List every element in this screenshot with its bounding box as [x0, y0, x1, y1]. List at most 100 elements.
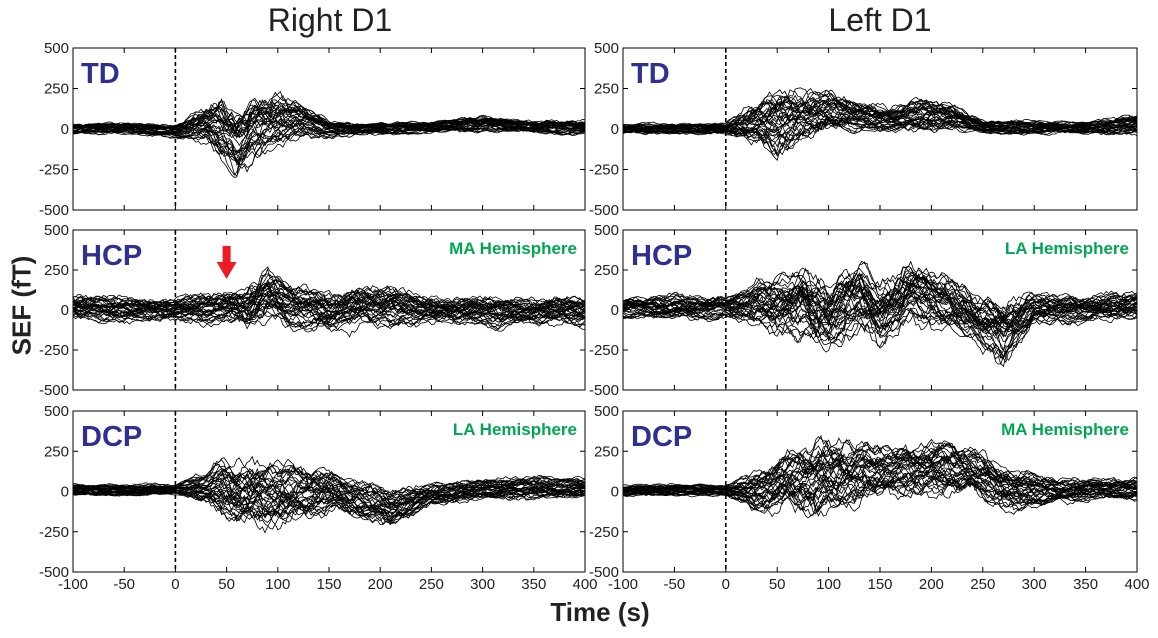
- column-title-right-d1: Right D1: [267, 2, 393, 38]
- y-tick-label: 500: [44, 40, 69, 57]
- sef-traces: [623, 87, 1137, 162]
- sef-trace: [73, 97, 585, 137]
- x-tick-label: 50: [218, 576, 235, 593]
- panel-td-right: 500 250 0 -250 -500 TD: [39, 40, 586, 219]
- sef-trace: [623, 439, 1137, 491]
- y-tick-label: -500: [39, 202, 69, 219]
- sef-trace: [623, 276, 1137, 331]
- x-tick-label: -100: [58, 576, 88, 593]
- sef-trace: [73, 310, 585, 333]
- y-tick-label: 500: [594, 40, 619, 57]
- group-label: DCP: [631, 421, 692, 453]
- sef-trace: [623, 95, 1137, 129]
- sef-trace: [623, 308, 1137, 368]
- y-tick-label: -500: [589, 564, 619, 581]
- y-tick-label: 0: [61, 121, 69, 138]
- x-tick-label: 350: [1073, 576, 1098, 593]
- y-tick-label: -250: [589, 524, 619, 541]
- x-tick-label: 150: [867, 576, 892, 593]
- y-tick-label: 0: [611, 302, 619, 319]
- group-label: HCP: [631, 240, 692, 272]
- y-tick-label: -500: [39, 564, 69, 581]
- x-tick-label: 50: [769, 576, 786, 593]
- hemisphere-label: MA Hemisphere: [449, 239, 577, 258]
- sef-trace: [623, 455, 1137, 497]
- y-tick-label: -250: [589, 342, 619, 359]
- y-tick-label: 250: [44, 443, 69, 460]
- sef-trace: [73, 489, 585, 524]
- sef-traces: [623, 260, 1137, 368]
- sef-traces: [73, 90, 585, 178]
- sef-trace: [623, 87, 1137, 128]
- sef-trace: [623, 439, 1137, 490]
- x-tick-label: 150: [316, 576, 341, 593]
- x-tick-label: 250: [970, 576, 995, 593]
- x-tick-label: 200: [919, 576, 944, 593]
- sef-trace: [623, 470, 1137, 519]
- y-tick-label: -250: [39, 524, 69, 541]
- sef-trace: [73, 459, 585, 499]
- y-tick-label: -250: [39, 342, 69, 359]
- sef-trace: [73, 126, 585, 168]
- y-tick-label: -500: [39, 382, 69, 399]
- group-label: HCP: [81, 240, 142, 272]
- sef-trace: [73, 473, 585, 509]
- sef-trace: [623, 117, 1137, 149]
- sef-trace: [73, 101, 585, 129]
- sef-trace: [73, 477, 585, 507]
- x-tick-label: 400: [1124, 576, 1149, 593]
- sef-trace: [73, 298, 585, 327]
- x-tick-label: 0: [171, 576, 179, 593]
- hemisphere-label: MA Hemisphere: [1001, 420, 1129, 439]
- y-tick-label: 0: [611, 121, 619, 138]
- x-tick-label: 100: [816, 576, 841, 593]
- sef-trace: [623, 296, 1137, 355]
- sef-trace: [623, 265, 1137, 321]
- y-tick-label: -250: [39, 162, 69, 179]
- y-tick-label: 0: [611, 484, 619, 501]
- y-tick-label: 0: [61, 302, 69, 319]
- sef-traces: [623, 434, 1137, 519]
- sef-trace: [623, 275, 1137, 328]
- x-axis-label: Time (s): [550, 597, 650, 627]
- hemisphere-label: LA Hemisphere: [453, 420, 577, 439]
- y-tick-label: 250: [594, 262, 619, 279]
- x-tick-label: 0: [722, 576, 730, 593]
- x-tick-label: 200: [368, 576, 393, 593]
- x-tick-label: -50: [664, 576, 686, 593]
- sef-trace: [73, 489, 585, 525]
- y-tick-label: 500: [594, 222, 619, 239]
- sef-trace: [73, 284, 585, 324]
- panel-hcp-left: 500 250 0 -250 -500 HCP LA Hemisphere: [589, 222, 1138, 399]
- y-tick-label: -500: [589, 382, 619, 399]
- y-tick-label: -250: [589, 162, 619, 179]
- sef-trace: [623, 110, 1137, 142]
- y-tick-label: 500: [44, 222, 69, 239]
- sef-trace: [623, 113, 1137, 135]
- group-label: TD: [631, 58, 670, 90]
- sef-trace: [623, 300, 1137, 362]
- x-tick-label: 300: [1022, 576, 1047, 593]
- sef-trace: [73, 484, 585, 519]
- panel-td-left: 500 250 0 -250 -500 TD: [589, 40, 1138, 219]
- x-tick-label: 100: [265, 576, 290, 593]
- hemisphere-label: LA Hemisphere: [1005, 239, 1129, 258]
- x-tick-label: -50: [113, 576, 135, 593]
- sef-trace: [623, 299, 1137, 360]
- y-tick-label: 250: [594, 443, 619, 460]
- x-tick-label: 400: [572, 576, 597, 593]
- sef-trace: [73, 311, 585, 338]
- sef-trace: [623, 437, 1137, 490]
- y-tick-label: 250: [44, 262, 69, 279]
- sef-trace: [623, 117, 1137, 157]
- group-label: DCP: [81, 421, 142, 453]
- panel-hcp-right: 500 250 0 -250 -500 HCP MA Hemisphere: [39, 222, 586, 399]
- sef-trace: [73, 291, 585, 319]
- y-tick-label: 500: [44, 403, 69, 420]
- sef-trace: [73, 303, 585, 329]
- x-tick-label: 350: [521, 576, 546, 593]
- sef-trace: [623, 292, 1137, 337]
- y-tick-label: 0: [61, 484, 69, 501]
